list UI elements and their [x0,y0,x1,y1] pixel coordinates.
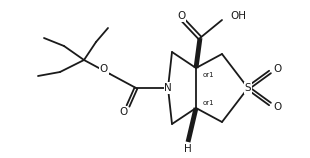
Text: or1: or1 [203,100,215,106]
Text: O: O [273,102,281,112]
Text: H: H [184,144,192,154]
Text: O: O [119,107,127,117]
Text: OH: OH [230,11,246,21]
Text: or1: or1 [203,72,215,78]
Text: N: N [164,83,172,93]
Text: O: O [273,64,281,74]
Text: S: S [245,83,251,93]
Text: O: O [100,64,108,74]
Text: O: O [177,11,185,21]
